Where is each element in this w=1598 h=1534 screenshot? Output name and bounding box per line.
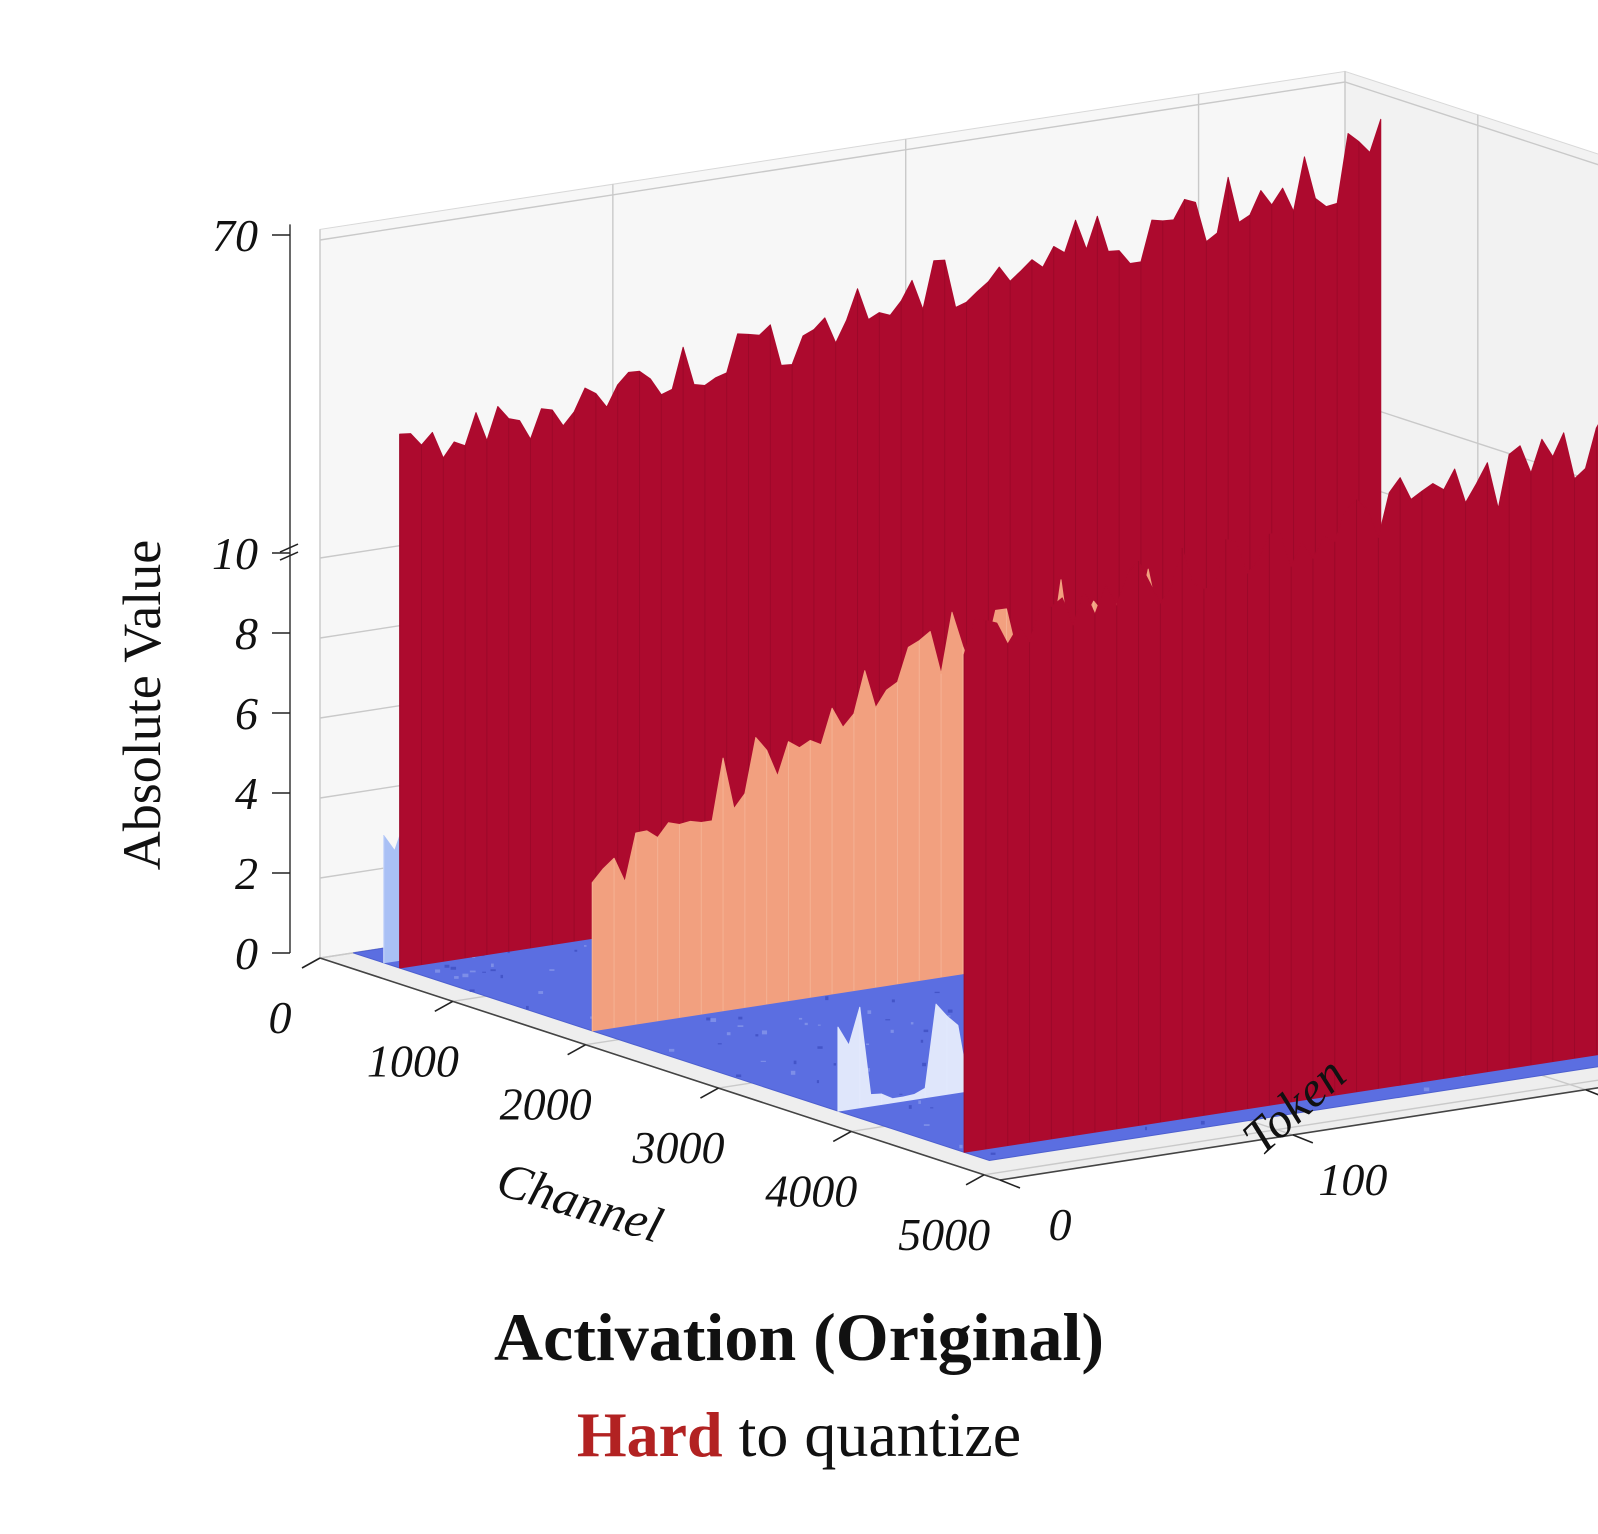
- x-tick-label: 0: [269, 992, 292, 1043]
- x-tick-mark: [700, 1087, 719, 1099]
- surface-speckle: [450, 966, 457, 970]
- x-tick-label: 2000: [500, 1079, 592, 1130]
- surface-speckle: [947, 1015, 951, 1017]
- x-tick-label: 4000: [765, 1165, 857, 1216]
- surface-speckle: [482, 971, 486, 973]
- x-tick-mark: [832, 1130, 852, 1143]
- x-tick-mark: [965, 1174, 985, 1186]
- surface-speckle: [526, 1005, 529, 1010]
- x-tick-label: 1000: [367, 1035, 459, 1086]
- subtitle-emphasis: Hard: [576, 1399, 723, 1470]
- surface-speckle: [755, 1034, 759, 1037]
- y-tick-label: 0: [1049, 1199, 1072, 1250]
- surface-speckle: [761, 1030, 768, 1035]
- surface-speckle: [920, 1039, 924, 1043]
- y-tick-mark: [999, 1179, 1021, 1189]
- surface-speckle: [885, 1019, 891, 1021]
- surface-speckle: [668, 1048, 675, 1052]
- x-grid-line: [983, 1079, 1598, 1176]
- y-axis-line: [999, 1087, 1598, 1181]
- z-tick-label: 6: [235, 688, 258, 739]
- surface-speckle: [500, 974, 504, 979]
- z-tick-label: 0: [235, 928, 258, 979]
- surface-speckle: [435, 969, 441, 973]
- surface-speckle: [804, 1022, 808, 1026]
- surface-speckle: [922, 1062, 927, 1067]
- y-tick-mark: [1585, 1088, 1598, 1096]
- surface-speckle: [706, 1017, 711, 1021]
- surface-speckle: [574, 949, 578, 952]
- z-tick-label: 8: [235, 608, 258, 659]
- surface-speckle: [793, 1060, 797, 1065]
- surface-speckle: [737, 1025, 744, 1027]
- surface-speckle: [910, 1022, 914, 1025]
- z-tick-label: 10: [212, 528, 258, 579]
- surface-speckle: [891, 999, 895, 1003]
- surface-speckle: [899, 1093, 903, 1095]
- surface-speckle: [833, 1063, 837, 1066]
- surface-speckle: [726, 1032, 731, 1036]
- surface-speckle: [890, 1029, 894, 1033]
- tick-labels: 0100020003000400050000100200300024681070: [212, 210, 1598, 1260]
- surface-speckle: [538, 991, 544, 994]
- y-tick-label: 100: [1318, 1154, 1387, 1205]
- surface-speckle: [930, 1107, 934, 1109]
- surface-speckle: [760, 1060, 766, 1062]
- surface-speckle: [462, 973, 469, 978]
- x-tick-mark: [567, 1044, 587, 1056]
- x-tick-label: 3000: [631, 1122, 724, 1173]
- surface-speckle: [990, 1152, 996, 1155]
- surface-speckle: [738, 1016, 743, 1020]
- z-tick-label: 2: [235, 848, 258, 899]
- surface-speckle: [710, 1018, 717, 1022]
- surface-speckle: [583, 945, 587, 947]
- surface-speckle: [469, 989, 475, 992]
- surface-speckle: [490, 969, 496, 972]
- z-break-mark: [279, 543, 299, 553]
- surface-speckle: [549, 969, 555, 971]
- surface-speckle: [923, 1029, 929, 1033]
- surface-speckle: [798, 1017, 803, 1020]
- surface-speckle: [444, 964, 450, 968]
- z-grid-line: [319, 81, 1598, 241]
- surface-speckle: [817, 1046, 823, 1049]
- surface-speckle: [816, 1080, 820, 1084]
- surface-speckle: [934, 991, 940, 994]
- x-axis-line: [319, 957, 1001, 1181]
- activation-surface: [353, 118, 1598, 1162]
- surface-speckle: [1144, 1126, 1148, 1131]
- z-break-mark: [279, 551, 299, 561]
- z-tick-label: 70: [212, 210, 258, 261]
- y-tick-mark: [1292, 1134, 1314, 1144]
- surface-speckle: [923, 1124, 930, 1126]
- x-tick-label: 5000: [898, 1209, 990, 1260]
- surface-speckle: [1200, 1120, 1205, 1125]
- surface-speckle: [469, 970, 476, 973]
- axes: [289, 224, 1598, 1181]
- outlier-wall: [963, 424, 1598, 1153]
- surface-speckle: [790, 1070, 796, 1075]
- surface-speckle: [865, 1043, 870, 1046]
- surface-speckle: [817, 1024, 821, 1026]
- x-tick-mark: [301, 957, 321, 969]
- surface-speckle: [908, 1105, 912, 1109]
- surface-speckle: [454, 976, 459, 979]
- surface-speckle: [918, 1100, 921, 1104]
- surface-speckle: [959, 1144, 963, 1149]
- subtitle-rest: to quantize: [722, 1399, 1022, 1470]
- surface-speckle: [717, 1043, 722, 1045]
- surface-speckle: [472, 956, 476, 958]
- chart-subtitle: Hard to quantize: [0, 1398, 1598, 1472]
- surface-speckle: [1423, 1087, 1430, 1092]
- surface-speckle: [491, 963, 494, 968]
- chart-title: Activation (Original): [493, 1299, 1105, 1375]
- surface-speckle: [947, 1009, 953, 1013]
- surface-speckle: [825, 996, 829, 1001]
- surface-speckle: [867, 1010, 872, 1014]
- z-axis-label: Absolute Value: [112, 540, 172, 870]
- z-tick-label: 4: [235, 768, 258, 819]
- x-tick-mark: [434, 1000, 454, 1013]
- surface-speckle: [736, 1074, 742, 1078]
